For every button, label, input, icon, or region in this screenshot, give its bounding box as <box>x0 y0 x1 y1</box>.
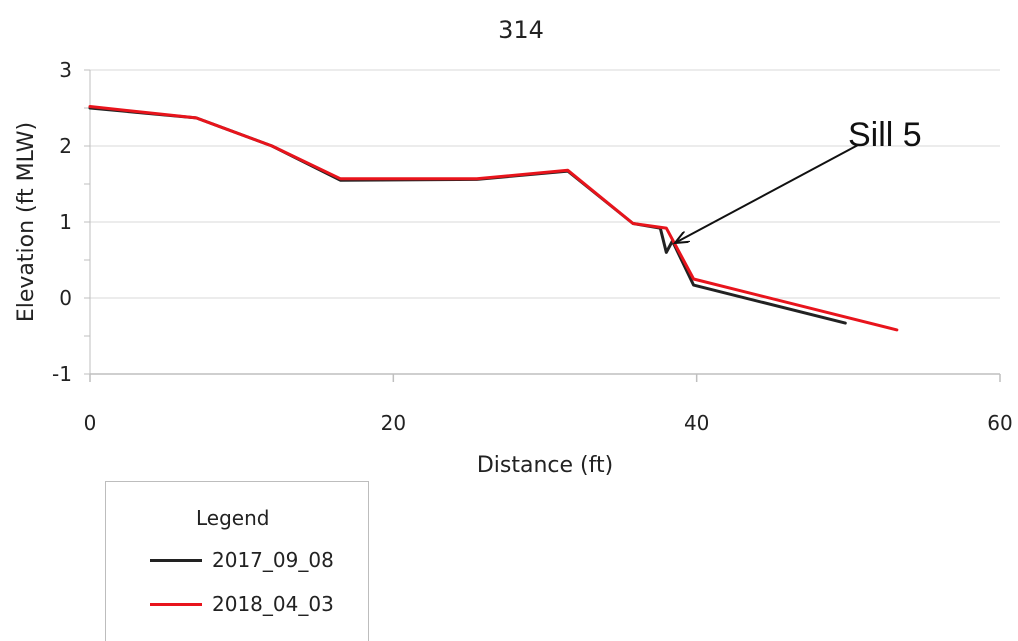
y-tick-label: 1 <box>59 210 72 234</box>
legend-swatch-2017-09-08 <box>150 558 202 562</box>
grid <box>90 69 1000 299</box>
series-group <box>88 105 899 332</box>
legend-title: Legend <box>196 506 270 530</box>
legend-label-2017-09-08: 2017_09_08 <box>212 548 334 572</box>
series-line-2018-04-03 <box>88 105 899 332</box>
y-tick-label: -1 <box>52 362 72 386</box>
annotation-group: Sill 5 <box>675 116 922 243</box>
y-tick-label: 3 <box>59 58 72 82</box>
y-axis-title: Elevation (ft MLW) <box>14 122 39 322</box>
legend: Legend 2017_09_08 2018_04_03 <box>105 481 369 641</box>
x-tick-label: 0 <box>84 411 97 435</box>
y-tick-label: 0 <box>59 286 72 310</box>
legend-swatch-2018-04-03 <box>150 602 202 606</box>
series-line-2017-09-08 <box>88 106 847 325</box>
x-tick-label: 20 <box>381 411 406 435</box>
annotation-sill-5: Sill 5 <box>848 116 922 154</box>
x-tick-label: 40 <box>684 411 709 435</box>
annotation-arrow <box>675 144 859 243</box>
x-axis-title: Distance (ft) <box>477 453 613 478</box>
tick-labels: -1 0 1 2 3 0 20 40 60 <box>52 58 1013 435</box>
legend-item-2017-09-08: 2017_09_08 <box>150 548 334 572</box>
chart-title: 314 <box>498 16 544 44</box>
y-tick-label: 2 <box>59 134 72 158</box>
legend-item-2018-04-03: 2018_04_03 <box>150 592 334 616</box>
legend-label-2018-04-03: 2018_04_03 <box>212 592 334 616</box>
axes <box>84 69 1001 382</box>
x-tick-label: 60 <box>987 411 1012 435</box>
